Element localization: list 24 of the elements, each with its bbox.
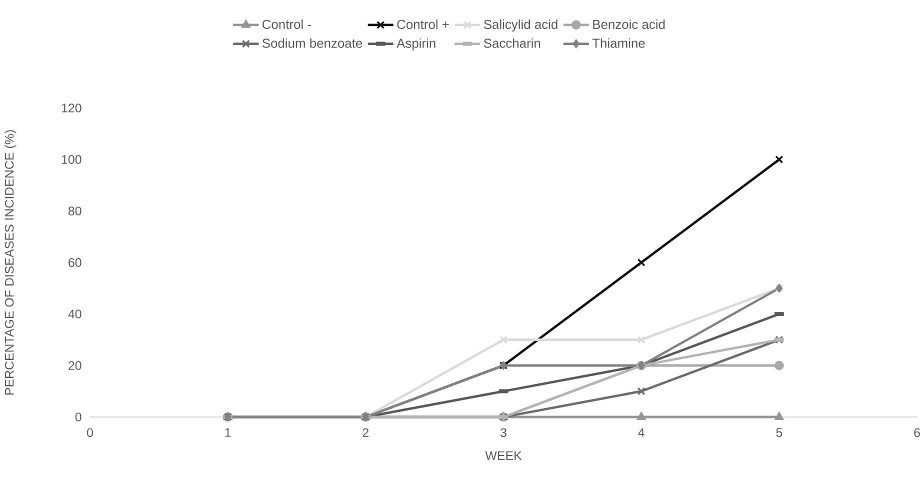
legend-label: Benzoic acid — [593, 19, 665, 29]
y-tick-label: 0 — [75, 412, 82, 422]
x-tick-label: 3 — [500, 428, 506, 438]
x-axis-title: WEEK — [485, 451, 522, 460]
x-tick-label: 6 — [914, 428, 920, 438]
legend-label: Salicylid acid — [484, 19, 558, 32]
legend-label: Thiamine — [592, 38, 645, 48]
legend-label: Control - — [262, 19, 311, 29]
y-tick-label: 20 — [68, 361, 82, 370]
x-tick-label: 1 — [225, 428, 231, 437]
legend-label: Control + — [397, 19, 449, 29]
y-tick-label: 40 — [68, 310, 82, 318]
y-axis-title: PERCENTAGE OF DISEASES INCIDENCE (%) — [4, 130, 16, 395]
y-tick-label: 100 — [62, 155, 82, 164]
y-tick-label: 80 — [68, 206, 82, 216]
x-tick-label: 5 — [776, 428, 782, 437]
x-tick-label: 4 — [638, 428, 644, 437]
x-tick-label: 2 — [362, 428, 369, 437]
legend-label: Aspirin — [396, 38, 436, 50]
y-tick-label: 120 — [62, 104, 82, 112]
legend-label: Saccharin — [484, 38, 540, 48]
y-tick-label: 60 — [68, 258, 82, 267]
legend-label: Sodium benzoate — [262, 38, 362, 48]
x-tick-label: 0 — [87, 428, 93, 438]
